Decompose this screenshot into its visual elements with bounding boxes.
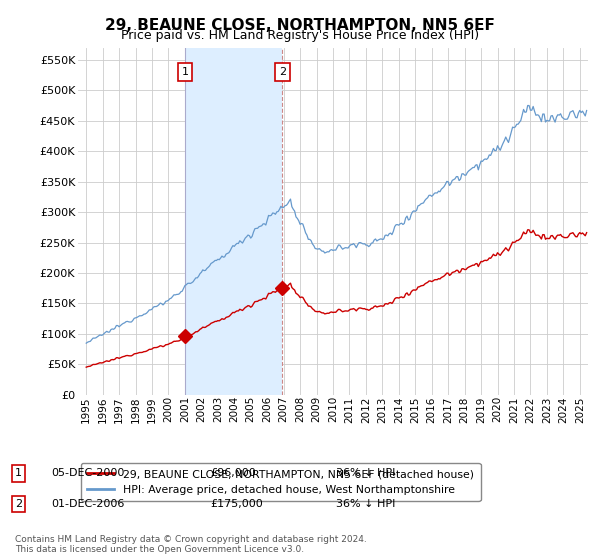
Text: 2: 2 (15, 499, 22, 509)
Bar (185, 48, 282, 395)
Text: 36% ↓ HPI: 36% ↓ HPI (336, 499, 395, 509)
Text: 01-DEC-2006: 01-DEC-2006 (51, 499, 124, 509)
Text: 29, BEAUNE CLOSE, NORTHAMPTON, NN5 6EF: 29, BEAUNE CLOSE, NORTHAMPTON, NN5 6EF (105, 18, 495, 33)
Legend: 29, BEAUNE CLOSE, NORTHAMPTON, NN5 6EF (detached house), HPI: Average price, det: 29, BEAUNE CLOSE, NORTHAMPTON, NN5 6EF (… (81, 463, 481, 501)
Text: 05-DEC-2000: 05-DEC-2000 (51, 468, 124, 478)
Text: 36% ↓ HPI: 36% ↓ HPI (336, 468, 395, 478)
Text: 1: 1 (15, 468, 22, 478)
Text: £96,000: £96,000 (210, 468, 256, 478)
Text: 1: 1 (181, 67, 188, 77)
Text: Price paid vs. HM Land Registry's House Price Index (HPI): Price paid vs. HM Land Registry's House … (121, 29, 479, 42)
Text: £175,000: £175,000 (210, 499, 263, 509)
Text: Contains HM Land Registry data © Crown copyright and database right 2024.
This d: Contains HM Land Registry data © Crown c… (15, 535, 367, 554)
Text: 2: 2 (279, 67, 286, 77)
